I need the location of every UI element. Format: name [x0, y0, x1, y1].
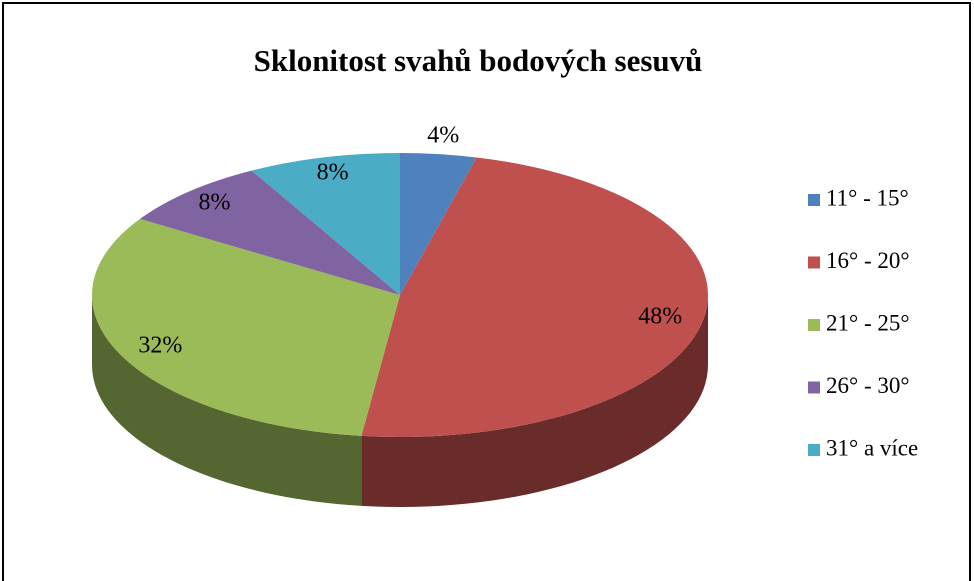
slice	[251, 153, 400, 295]
legend-label: 21° - 25°	[826, 310, 910, 335]
slice	[361, 157, 708, 438]
slice	[400, 153, 477, 295]
legend-swatch	[808, 444, 820, 456]
slice	[139, 170, 400, 295]
legend-swatch	[808, 256, 820, 269]
data-label: 8%	[317, 159, 349, 185]
legend-swatch	[808, 381, 820, 394]
legend-label: 26° - 30°	[826, 373, 910, 398]
data-label: 48%	[638, 303, 682, 329]
legend-label: 16° - 20°	[826, 248, 910, 273]
slice	[91, 218, 401, 436]
legend-label: 11° - 15°	[826, 185, 909, 210]
legend-label: 31° a více	[826, 435, 918, 460]
chart-title: Sklonitost svahů bodových sesuvů	[254, 43, 703, 78]
legend-swatch	[808, 194, 820, 206]
legend-swatch	[808, 319, 820, 331]
data-label: 4%	[427, 123, 459, 149]
slice-side	[92, 295, 362, 506]
slice-side	[361, 295, 708, 507]
data-label: 8%	[198, 189, 230, 215]
data-label: 32%	[138, 332, 182, 358]
